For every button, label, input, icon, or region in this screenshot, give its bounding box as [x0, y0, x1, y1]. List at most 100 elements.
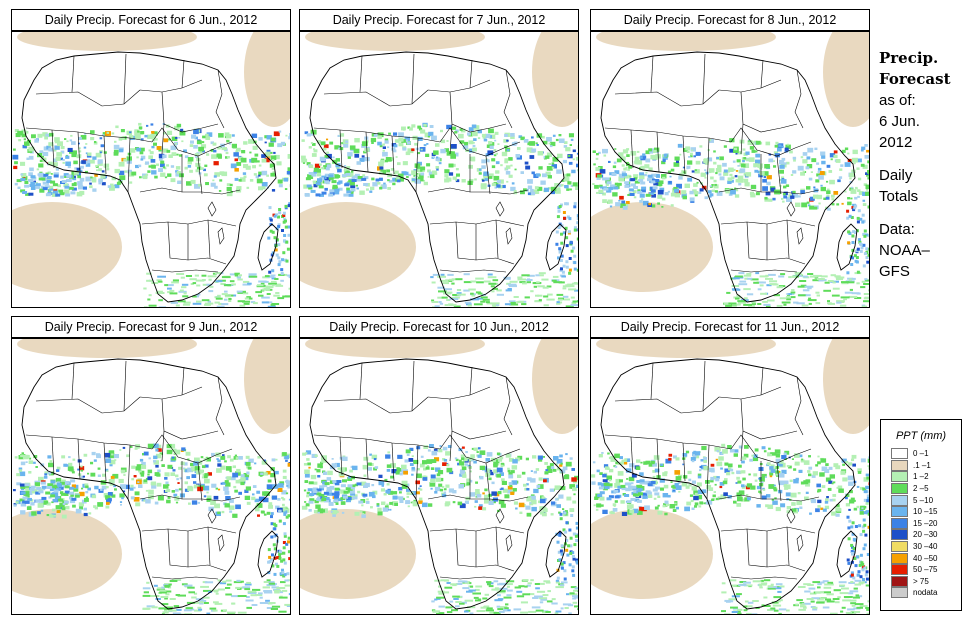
- as-of-label: as of:: [879, 92, 916, 109]
- precip-map: [299, 31, 579, 308]
- lake-outline: [505, 227, 513, 245]
- precip-cells: [12, 122, 290, 307]
- country-border: [197, 462, 203, 502]
- madagascar-coastline: [257, 530, 279, 578]
- legend-swatch: [891, 506, 908, 518]
- forecast-panel-4: Daily Precip. Forecast for 9 Jun., 2012: [11, 316, 291, 615]
- dry-area: [12, 202, 122, 292]
- country-border: [151, 269, 219, 273]
- country-border: [51, 436, 55, 476]
- country-border: [469, 366, 473, 396]
- precip-cells: [591, 443, 869, 614]
- country-border: [35, 89, 141, 107]
- country-border: [161, 91, 219, 133]
- dry-area: [591, 509, 713, 599]
- dry-area: [300, 509, 416, 599]
- africa-coastline: [600, 51, 856, 303]
- country-border: [614, 396, 720, 414]
- legend-swatch: [891, 483, 908, 495]
- lake-outline: [505, 534, 513, 552]
- lake-outline: [786, 201, 796, 217]
- legend-item: 30 –40: [891, 541, 961, 553]
- country-border: [746, 528, 806, 572]
- lake-outline: [217, 534, 225, 552]
- legend-label: 20 –30: [913, 530, 938, 540]
- country-border: [760, 366, 764, 396]
- madagascar-coastline: [545, 223, 567, 271]
- country-border: [455, 221, 515, 265]
- country-border: [604, 434, 732, 450]
- totals-label: Totals: [879, 188, 919, 205]
- legend-item: 15 –20: [891, 517, 961, 530]
- dry-area: [305, 339, 485, 358]
- country-border: [702, 360, 706, 412]
- dry-area: [17, 339, 197, 358]
- africa-map: [591, 32, 869, 307]
- africa-map: [12, 32, 290, 307]
- africa-coastline: [600, 358, 856, 610]
- country-border: [415, 137, 419, 193]
- country-border: [181, 366, 185, 396]
- dry-area: [300, 202, 416, 292]
- legend-item: > 75: [891, 575, 961, 588]
- country-border: [718, 79, 782, 93]
- country-border: [469, 59, 473, 89]
- legend-label: > 75: [913, 576, 929, 586]
- lake-outline: [217, 227, 225, 245]
- country-border: [718, 187, 820, 195]
- panel-title: Daily Precip. Forecast for 7 Jun., 2012: [299, 9, 579, 31]
- country-border: [25, 434, 153, 450]
- country-border: [415, 444, 419, 500]
- country-border: [740, 398, 798, 440]
- africa-map: [12, 339, 290, 614]
- forecast-panel-1: Daily Precip. Forecast for 6 Jun., 2012: [11, 9, 291, 308]
- precip-map: [299, 338, 579, 615]
- dry-area: [596, 339, 776, 358]
- country-border: [760, 59, 764, 89]
- madagascar-coastline: [545, 530, 567, 578]
- country-border: [495, 219, 499, 259]
- country-border: [614, 89, 720, 107]
- country-border: [503, 69, 513, 129]
- country-border: [746, 221, 806, 265]
- country-border: [776, 155, 782, 195]
- country-border: [139, 494, 241, 502]
- precip-map: [590, 31, 870, 308]
- country-border: [359, 55, 363, 93]
- legend-swatch: [891, 471, 908, 483]
- country-border: [656, 131, 660, 173]
- forecast-panel-5: Daily Precip. Forecast for 10 Jun., 2012: [299, 316, 579, 615]
- africa-coastline: [21, 358, 277, 610]
- country-border: [718, 494, 820, 502]
- dry-area: [17, 32, 197, 51]
- country-border: [161, 398, 219, 440]
- country-border: [207, 526, 211, 566]
- country-border: [151, 434, 233, 464]
- country-border: [391, 135, 395, 175]
- country-border: [455, 528, 515, 572]
- country-border: [77, 131, 81, 173]
- country-border: [197, 155, 203, 195]
- legend-label: 15 –20: [913, 518, 938, 528]
- country-border: [139, 79, 203, 93]
- country-border: [427, 494, 529, 502]
- legend-label: 10 –15: [913, 507, 938, 517]
- country-border: [718, 386, 782, 400]
- africa-coastline: [309, 358, 565, 610]
- precip-cells: [592, 138, 869, 307]
- country-border: [71, 362, 75, 400]
- country-border: [215, 376, 225, 436]
- country-border: [786, 526, 790, 566]
- country-border: [485, 155, 491, 195]
- country-border: [323, 89, 429, 107]
- legend-swatch: [891, 459, 908, 471]
- country-border: [161, 430, 165, 462]
- forecast-panel-2: Daily Precip. Forecast for 7 Jun., 2012: [299, 9, 579, 308]
- dry-area: [823, 32, 869, 127]
- lake-outline: [786, 508, 796, 524]
- country-border: [794, 69, 804, 129]
- legend-label: 0 –1: [913, 449, 929, 459]
- country-border: [682, 135, 686, 175]
- country-border: [740, 91, 798, 133]
- madagascar-coastline: [836, 530, 858, 578]
